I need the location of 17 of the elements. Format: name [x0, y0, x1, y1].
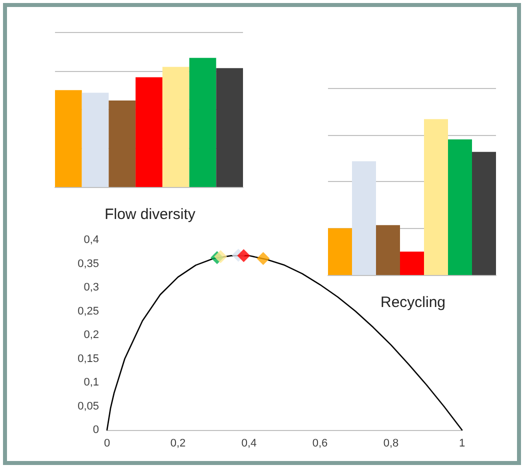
x-tick-label: 0,8 — [383, 438, 399, 450]
y-tick-label: 0,25 — [78, 305, 99, 318]
y-tick-label: 0,2 — [84, 329, 99, 341]
y-tick-label: 0,3 — [84, 282, 99, 294]
y-tick-label: 0 — [92, 424, 99, 436]
y-tick-label: 0,4 — [84, 234, 99, 246]
text: Recycling — [380, 294, 446, 311]
x-tick-label: 0,2 — [170, 438, 186, 450]
y-tick-label: 0,15 — [78, 352, 99, 365]
x-tick-label: 0 — [104, 438, 110, 450]
y-tick-label: 0,1 — [84, 376, 99, 388]
x-tick-label: 0,6 — [312, 438, 328, 450]
text: Flow diversity — [104, 206, 196, 223]
x-tick-label: 1 — [458, 438, 466, 450]
y-tick-label: 0,35 — [78, 258, 99, 270]
y-tick-label: 0,05 — [78, 400, 99, 412]
x-tick-label: 0,4 — [241, 438, 257, 450]
